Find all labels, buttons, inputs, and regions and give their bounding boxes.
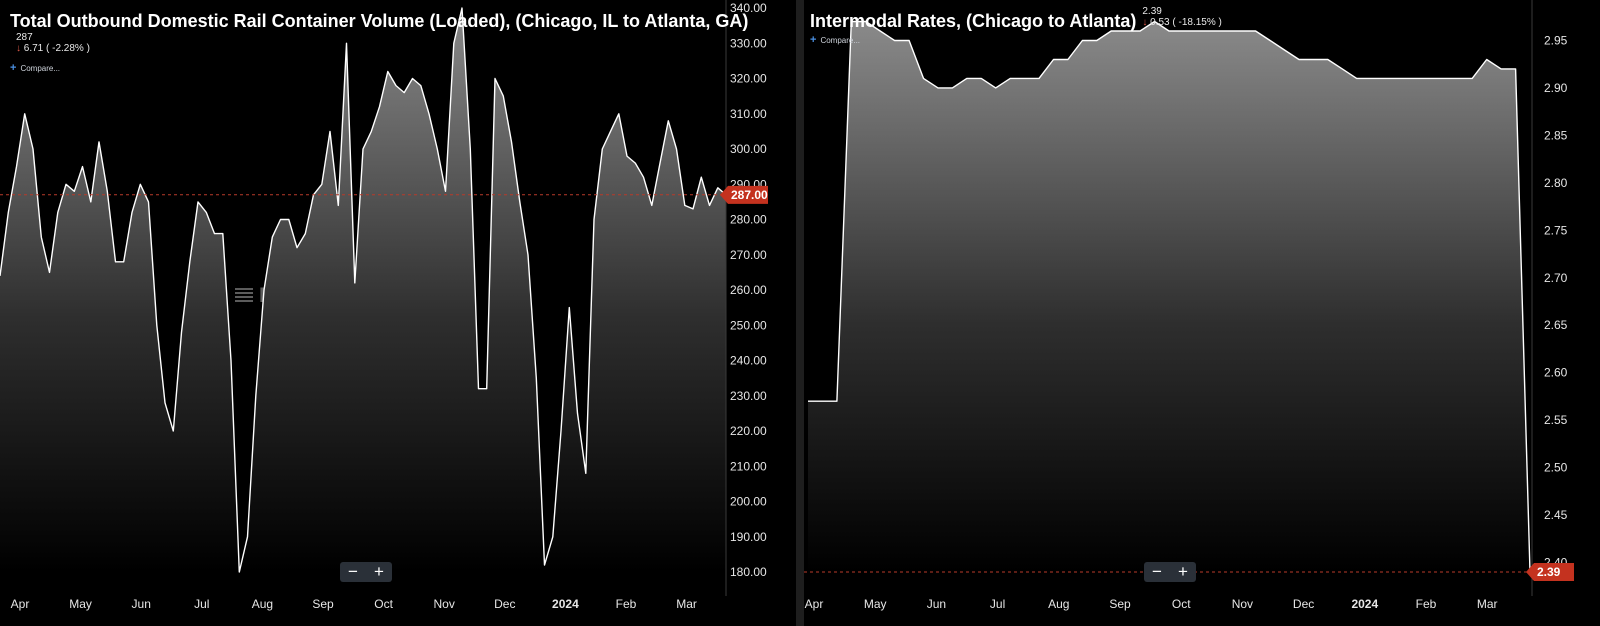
y-tick-label: 250.00 <box>730 318 767 332</box>
zoom-out-button[interactable]: − <box>348 562 358 581</box>
down-arrow-icon: ↓ <box>1142 17 1148 28</box>
x-tick-label: Sep <box>312 597 334 611</box>
x-axis: Apr May Jun Jul Aug Sep Oct Nov Dec 2024 Feb Mar <box>11 597 697 611</box>
x-tick-label: Nov <box>434 597 455 611</box>
ticker-change: 0.53 <box>1150 17 1170 28</box>
ticker-last: 2.39 <box>1142 6 1162 17</box>
y-tick-label: 2.55 <box>1544 413 1568 427</box>
y-tick-label: 310.00 <box>730 107 767 121</box>
last-value-label: 2.39 <box>1537 565 1561 579</box>
x-tick-label: Dec <box>494 597 515 611</box>
x-tick-label: Nov <box>1232 597 1253 611</box>
chart-header-rates: Intermodal Rates, (Chicago to Atlanta) 2.… <box>810 6 1222 34</box>
x-tick-label: May <box>864 597 887 611</box>
ticker-change-pct: ( -2.28% ) <box>46 43 90 54</box>
y-tick-label: 2.50 <box>1544 461 1568 475</box>
x-tick-label: Apr <box>805 597 824 611</box>
ticker-change-pct: ( -18.15% ) <box>1172 17 1222 28</box>
y-tick-label: 2.60 <box>1544 366 1568 380</box>
panel-divider[interactable] <box>796 0 804 626</box>
y-axis: 180.00 190.00 200.00 210.00 220.00 230.00 240.… <box>725 0 767 596</box>
y-tick-label: 190.00 <box>730 530 767 544</box>
ticker-badge: 2.39 ↓ 0.53 ( -18.15% ) <box>1142 6 1222 28</box>
chart-panel-rates: FREIGHTWAVESSONAR2.402.452.502.552.602.6… <box>804 0 1600 626</box>
y-tick-label: 300.00 <box>730 142 767 156</box>
x-tick-label: Mar <box>1477 597 1498 611</box>
chart-header-volume: Total Outbound Domestic Rail Container V… <box>10 8 796 54</box>
chart-title: Total Outbound Domestic Rail Container V… <box>10 11 749 31</box>
volume-chart[interactable]: FREIGHTWAVESSONAR180.00190.00200.00210.0… <box>0 0 796 626</box>
last-value-tag: 287.00 <box>720 185 768 204</box>
x-tick-label: Jun <box>927 597 946 611</box>
y-tick-label: 2.65 <box>1544 318 1568 332</box>
x-tick-label: Feb <box>616 597 637 611</box>
y-tick-label: 2.70 <box>1544 271 1568 285</box>
ticker-change: 6.71 <box>23 43 44 54</box>
x-tick-label: Oct <box>1172 597 1191 611</box>
x-tick-label: Oct <box>374 597 393 611</box>
y-tick-label: 270.00 <box>730 248 767 262</box>
compare-button[interactable]: + Compare... <box>810 34 860 46</box>
rates-chart[interactable]: FREIGHTWAVESSONAR2.402.452.502.552.602.6… <box>804 0 1600 626</box>
plus-icon: + <box>10 62 17 74</box>
series-area <box>0 8 726 572</box>
zoom-out-button[interactable]: − <box>1152 562 1162 581</box>
compare-label: Compare... <box>20 64 61 73</box>
x-tick-label: Apr <box>11 597 30 611</box>
y-tick-label: 240.00 <box>730 354 767 368</box>
zoom-in-button[interactable]: + <box>1178 562 1188 581</box>
freightwaves-logo-icon <box>235 288 253 302</box>
compare-button[interactable]: + Compare... <box>10 62 60 74</box>
ticker-last: 287 <box>16 32 33 43</box>
x-tick-label: Aug <box>1048 597 1069 611</box>
x-tick-label: 2024 <box>1351 597 1378 611</box>
x-tick-label: Mar <box>676 597 697 611</box>
x-tick-label: 2024 <box>552 597 579 611</box>
y-tick-label: 340.00 <box>730 1 767 15</box>
x-tick-label: Aug <box>252 597 273 611</box>
x-tick-label: Jun <box>132 597 151 611</box>
series-area <box>808 21 1530 572</box>
y-tick-label: 220.00 <box>730 424 767 438</box>
x-tick-label: Dec <box>1293 597 1314 611</box>
y-tick-label: 2.85 <box>1544 128 1568 142</box>
y-tick-label: 2.95 <box>1544 34 1568 48</box>
y-tick-label: 2.80 <box>1544 176 1568 190</box>
zoom-controls: − + <box>340 562 392 582</box>
y-tick-label: 200.00 <box>730 495 767 509</box>
x-tick-label: Feb <box>1416 597 1437 611</box>
ticker-badge: 287 ↓ 6.71 ( -2.28% ) <box>16 32 90 54</box>
y-axis: 2.402.452.502.552.602.652.702.752.802.85… <box>1531 0 1568 596</box>
x-tick-label: May <box>69 597 92 611</box>
y-tick-label: 2.75 <box>1544 223 1568 237</box>
x-axis: Apr May Jun Jul Aug Sep Oct Nov Dec 2024 Feb Mar <box>805 597 1498 611</box>
last-value-tag: 2.39 <box>1526 563 1574 581</box>
y-tick-label: 210.00 <box>730 459 767 473</box>
series-line <box>808 20 1531 573</box>
y-tick-label: 280.00 <box>730 213 767 227</box>
y-tick-label: 330.00 <box>730 36 767 50</box>
y-tick-label: 2.45 <box>1544 508 1568 522</box>
x-tick-label: Jul <box>990 597 1005 611</box>
x-tick-label: Sep <box>1109 597 1131 611</box>
compare-label: Compare... <box>820 36 861 45</box>
y-tick-label: 260.00 <box>730 283 767 297</box>
zoom-controls: − + <box>1144 562 1196 582</box>
zoom-in-button[interactable]: + <box>374 562 384 581</box>
y-tick-label: 230.00 <box>730 389 767 403</box>
last-value-label: 287.00 <box>731 188 768 202</box>
x-tick-label: Jul <box>194 597 209 611</box>
y-tick-label: 180.00 <box>730 565 767 579</box>
chart-title: Intermodal Rates, (Chicago to Atlanta) <box>810 11 1137 31</box>
series-line <box>0 7 727 573</box>
plus-icon: + <box>810 34 817 46</box>
y-tick-label: 2.90 <box>1544 81 1568 95</box>
chart-panel-volume: FREIGHTWAVESSONAR180.00190.00200.00210.0… <box>0 0 796 626</box>
y-tick-label: 320.00 <box>730 72 767 86</box>
down-arrow-icon: ↓ <box>16 43 21 54</box>
